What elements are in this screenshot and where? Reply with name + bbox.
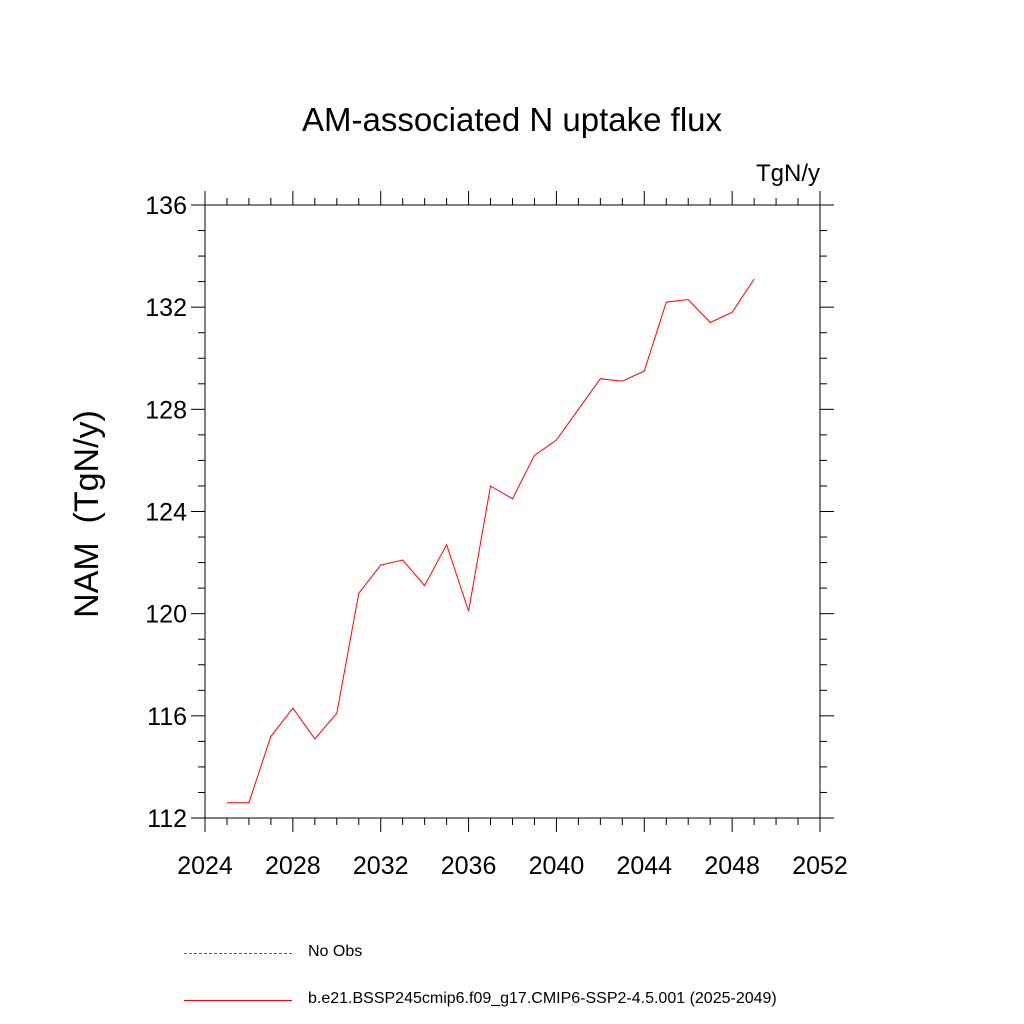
x-tick-label: 2052 xyxy=(792,852,848,880)
data-point xyxy=(380,565,381,566)
legend-label-ssp245: b.e21.BSSP245cmip6.f09_g17.CMIP6-SSP2-4.… xyxy=(308,990,777,1007)
x-tick-label: 2044 xyxy=(616,852,672,880)
data-point xyxy=(336,713,337,714)
data-point xyxy=(446,544,447,545)
data-point xyxy=(710,322,711,323)
chart-title: AM-associated N uptake flux xyxy=(302,101,723,138)
data-point xyxy=(292,708,293,709)
x-tick-label: 2028 xyxy=(265,852,321,880)
legend-line-no-obs xyxy=(184,953,292,954)
x-tick-label: 2040 xyxy=(529,852,585,880)
y-tick-label: 112 xyxy=(147,805,187,833)
legend-label-no-obs: No Obs xyxy=(308,943,363,960)
y-tick-label: 120 xyxy=(145,601,187,629)
series-line-0 xyxy=(227,278,755,804)
y-tick-label: 136 xyxy=(145,192,187,220)
data-point xyxy=(666,301,667,302)
y-tick-label: 128 xyxy=(145,396,187,424)
data-point xyxy=(688,299,689,300)
data-point xyxy=(314,738,315,739)
data-point xyxy=(732,312,733,313)
x-tick-label: 2024 xyxy=(177,852,233,880)
data-point xyxy=(468,611,469,612)
data-point xyxy=(512,498,513,499)
y-axis-label: NAM (TgN/y) xyxy=(68,410,106,618)
legend-line-ssp245 xyxy=(184,1000,292,1001)
data-point xyxy=(270,736,271,737)
x-tick-label: 2036 xyxy=(441,852,497,880)
plot-frame xyxy=(204,204,821,819)
data-point xyxy=(490,485,491,486)
data-point xyxy=(226,802,227,803)
data-point xyxy=(424,585,425,586)
x-tick-label: 2032 xyxy=(353,852,409,880)
units-label: TgN/y xyxy=(756,160,820,187)
x-tick-label: 2048 xyxy=(704,852,760,880)
data-point xyxy=(578,409,579,410)
data-point xyxy=(644,370,645,371)
data-point xyxy=(622,381,623,382)
data-point xyxy=(754,278,755,279)
y-tick-label: 132 xyxy=(145,294,187,322)
data-point xyxy=(534,455,535,456)
data-point xyxy=(358,593,359,594)
y-tick-label: 116 xyxy=(147,703,187,731)
data-point xyxy=(248,802,249,803)
data-point xyxy=(402,559,403,560)
y-tick-label: 124 xyxy=(145,499,187,527)
data-point xyxy=(556,439,557,440)
data-point xyxy=(600,378,601,379)
